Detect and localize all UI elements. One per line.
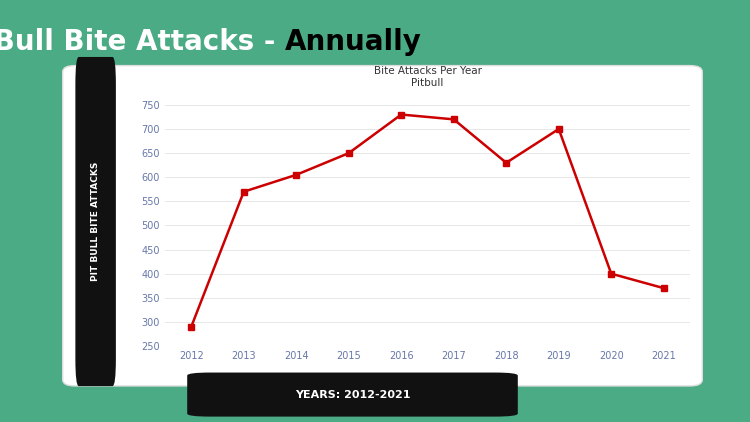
- FancyBboxPatch shape: [75, 57, 116, 386]
- FancyBboxPatch shape: [63, 65, 702, 386]
- FancyBboxPatch shape: [188, 373, 518, 417]
- Title: Bite Attacks Per Year
Pitbull: Bite Attacks Per Year Pitbull: [374, 66, 482, 88]
- Text: Pit Bull Bite Attacks -: Pit Bull Bite Attacks -: [0, 28, 285, 56]
- Text: YEARS: 2012-2021: YEARS: 2012-2021: [295, 390, 410, 400]
- Text: Annually: Annually: [285, 28, 422, 56]
- Text: PIT BULL BITE ATTACKS: PIT BULL BITE ATTACKS: [92, 162, 100, 281]
